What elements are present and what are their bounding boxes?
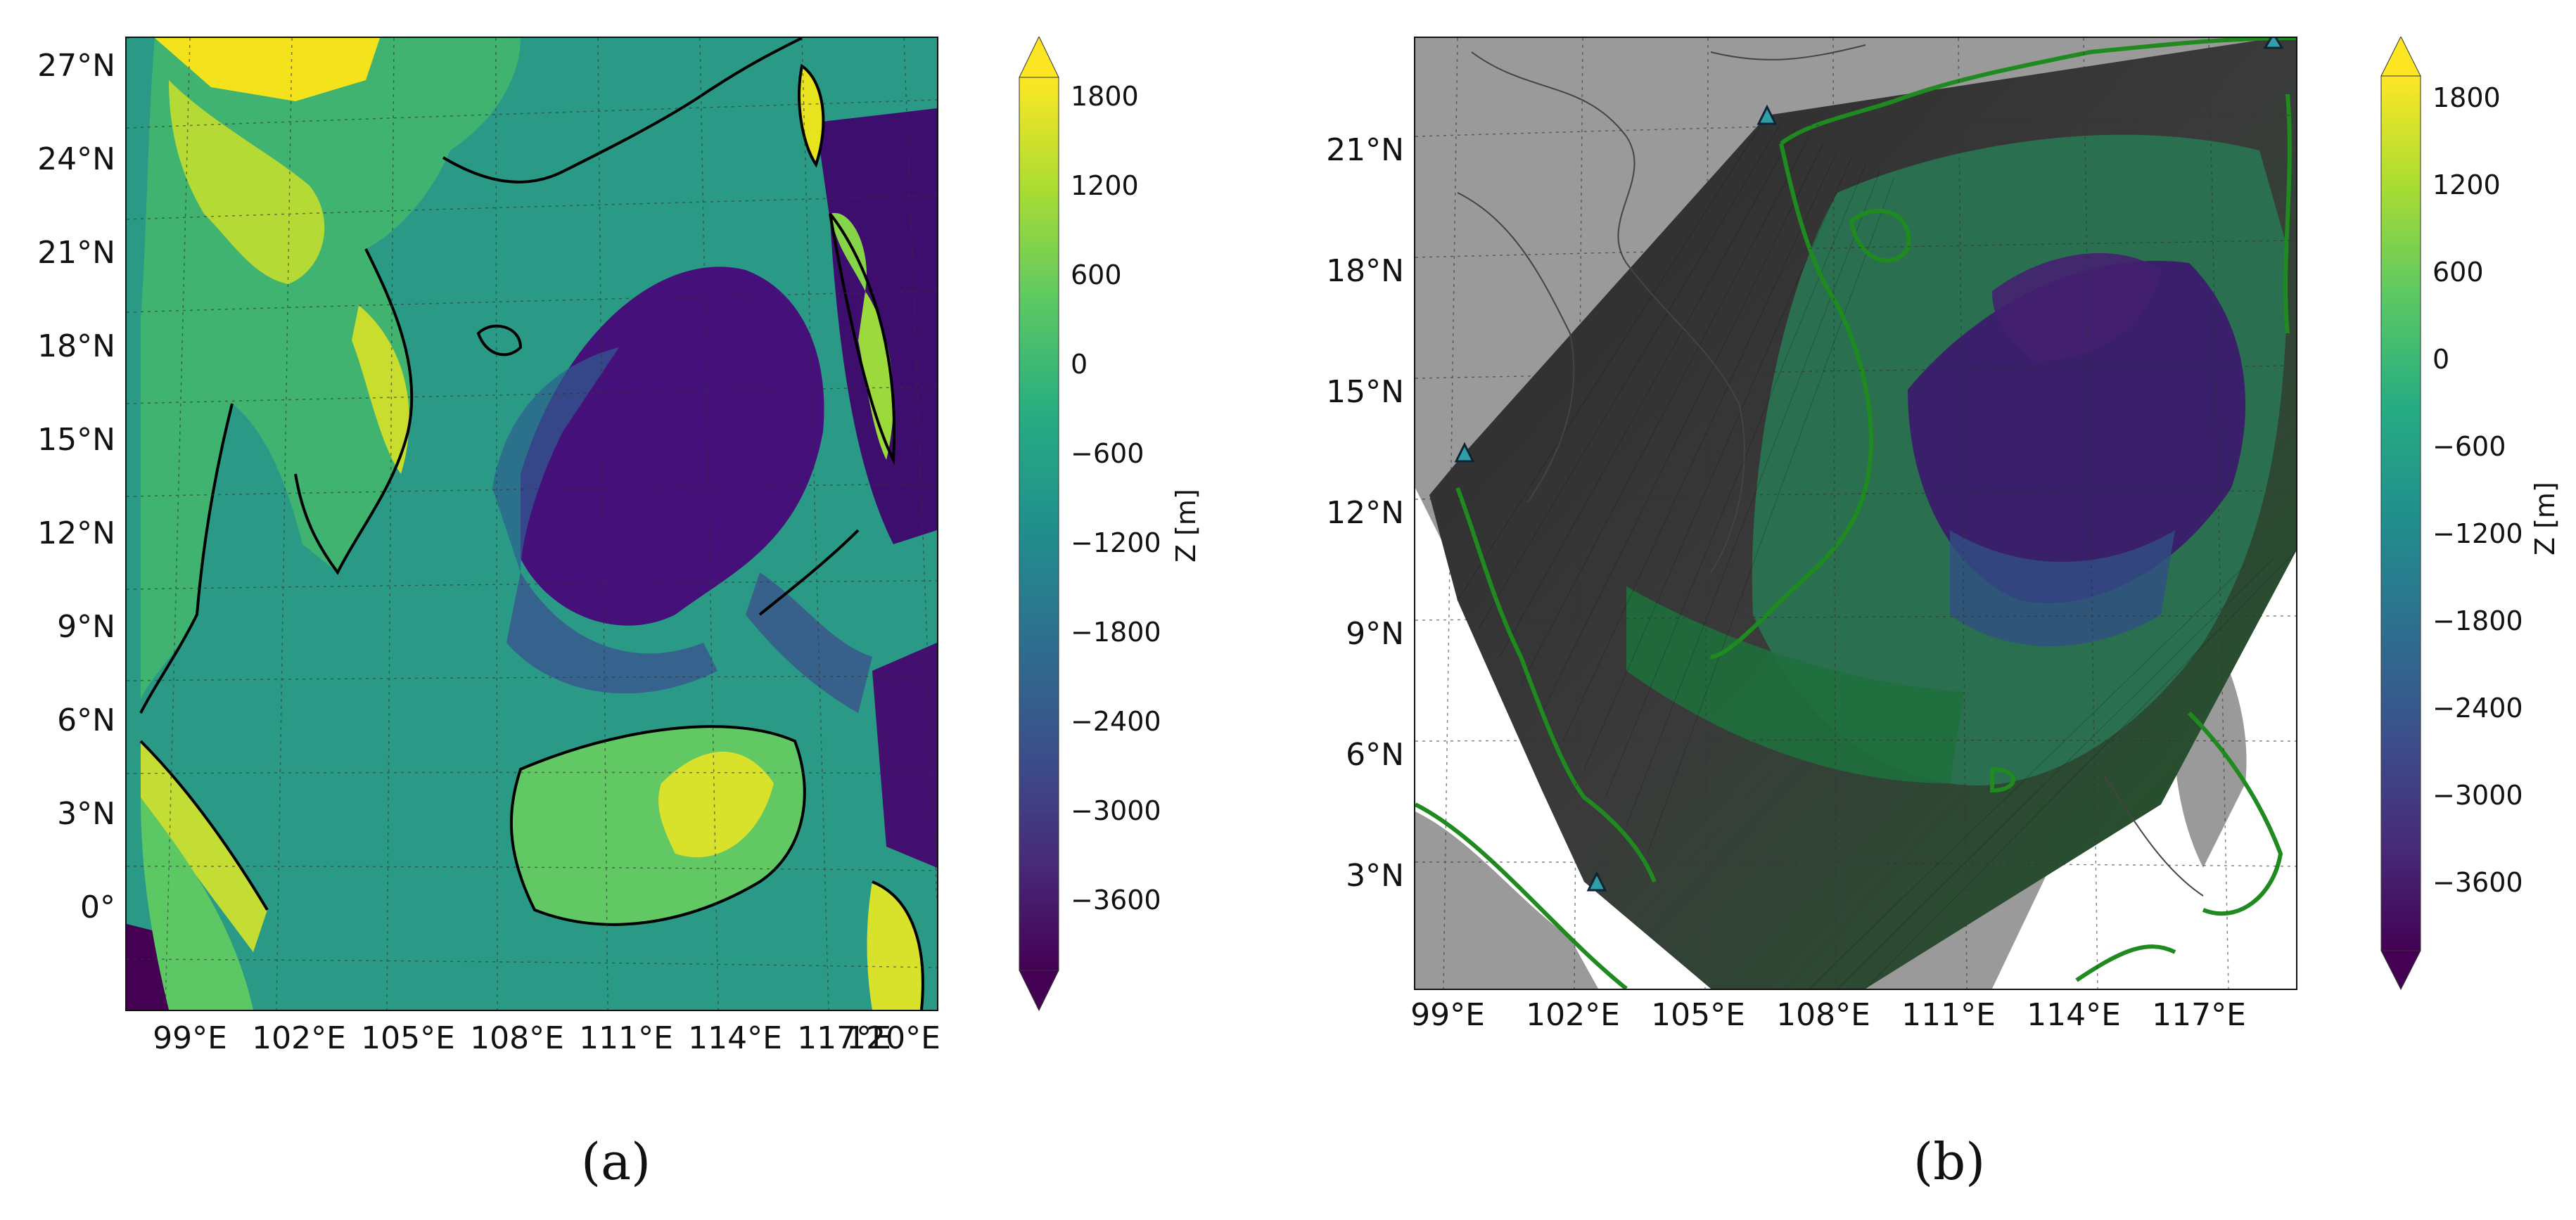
lon-label: 108°E: [470, 1020, 564, 1056]
colorbar-tick: −3600: [2432, 867, 2523, 898]
lat-label: 18°N: [1326, 253, 1404, 289]
colorbar-a-gradient: [1019, 35, 1059, 1012]
panel-caption: (b): [1913, 1132, 1986, 1191]
topography-map-a: [125, 37, 938, 1011]
lon-label: 111°E: [1901, 997, 1996, 1033]
lat-label: 0°: [80, 890, 115, 925]
colorbar-tick: −3600: [1071, 885, 1161, 916]
colorbar-b: [2380, 35, 2421, 991]
colorbar-tick: −600: [1071, 438, 1144, 469]
lon-label: 102°E: [1526, 997, 1620, 1033]
colorbar-label: Z [m]: [1171, 489, 1201, 563]
colorbar-tick: 1800: [2432, 82, 2501, 113]
colorbar-tick: −1800: [1071, 617, 1161, 648]
colorbar-tick: 1800: [1071, 81, 1139, 112]
colorbar-tick: 1200: [1071, 170, 1139, 201]
lat-label: 3°N: [57, 796, 115, 832]
lat-label: 6°N: [1346, 737, 1404, 773]
colorbar-tick: −3000: [2432, 780, 2523, 811]
colorbar-tick: −3000: [1071, 795, 1161, 826]
colorbar-tick: 1200: [2432, 169, 2501, 200]
lon-label: 117°E: [2152, 997, 2246, 1033]
lat-label: 18°N: [37, 328, 115, 364]
lat-label: 21°N: [1326, 132, 1404, 168]
colorbar-tick: 600: [1071, 259, 1122, 290]
lon-label: 99°E: [153, 1020, 227, 1056]
lon-label: 108°E: [1776, 997, 1870, 1033]
colorbar-tick: −2400: [2432, 693, 2523, 724]
lon-label: 117°E: [797, 1020, 891, 1056]
lat-label: 9°N: [57, 609, 115, 645]
colorbar-tick: 0: [2432, 344, 2450, 375]
lon-label: 105°E: [1651, 997, 1745, 1033]
lon-label: 111°E: [579, 1020, 673, 1056]
lon-label: 114°E: [688, 1020, 782, 1056]
colorbar-tick: −600: [2432, 431, 2506, 462]
colorbar-a: [1019, 35, 1059, 1012]
colorbar-tick: −1200: [2432, 518, 2523, 549]
map-b-canvas: [1415, 38, 2296, 989]
colorbar-label: Z [m]: [2530, 482, 2561, 556]
lon-label: 114°E: [2027, 997, 2121, 1033]
map-a-canvas: [127, 38, 937, 1010]
colorbar-tick: −2400: [1071, 706, 1161, 737]
lon-label: 102°E: [252, 1020, 346, 1056]
lat-label: 21°N: [37, 235, 115, 271]
colorbar-tick: −1200: [1071, 527, 1161, 558]
lat-label: 6°N: [57, 702, 115, 738]
lat-label: 24°N: [37, 141, 115, 177]
lat-label: 27°N: [37, 48, 115, 84]
colorbar-tick: −1800: [2432, 605, 2523, 636]
lat-label: 12°N: [1326, 495, 1404, 531]
lon-label: 99°E: [1410, 997, 1485, 1033]
lon-label: 105°E: [361, 1020, 455, 1056]
lat-label: 9°N: [1346, 616, 1404, 652]
lat-label: 3°N: [1346, 858, 1404, 894]
mesh-map-b: [1414, 37, 2297, 990]
lat-label: 15°N: [1326, 374, 1404, 410]
lat-label: 12°N: [37, 515, 115, 551]
colorbar-tick: 600: [2432, 257, 2484, 288]
lat-label: 15°N: [37, 422, 115, 458]
colorbar-tick: 0: [1071, 349, 1088, 380]
panel-caption: (a): [581, 1132, 651, 1191]
lon-label: 120°E: [846, 1020, 941, 1056]
colorbar-b-gradient: [2380, 35, 2421, 991]
